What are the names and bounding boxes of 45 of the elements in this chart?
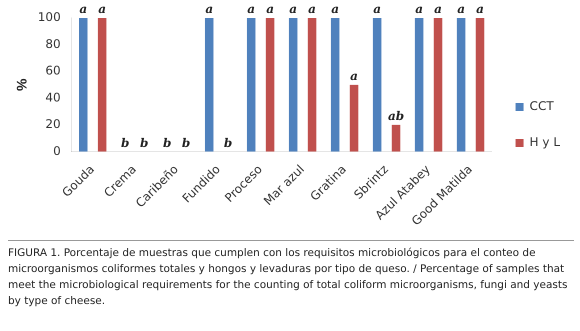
data-label: a — [79, 2, 88, 16]
data-label: a — [373, 2, 382, 16]
data-label: a — [476, 2, 484, 16]
y-axis-title: % — [13, 78, 30, 92]
bar — [79, 18, 88, 152]
data-label: a — [247, 2, 256, 16]
bar — [288, 18, 298, 152]
data-label: a — [289, 2, 298, 16]
bar — [98, 18, 106, 152]
data-label: b — [182, 136, 190, 150]
bar — [266, 18, 274, 152]
y-tick-label: 20 — [45, 117, 61, 132]
data-label: a — [457, 2, 466, 16]
data-label: b — [163, 136, 172, 150]
bar — [350, 84, 358, 152]
data-label: b — [140, 136, 148, 150]
bar — [434, 18, 442, 152]
data-label: ab — [388, 109, 404, 124]
y-tick-label: 60 — [45, 64, 61, 78]
y-tick-label: 100 — [38, 10, 61, 24]
text: FIGURA 1. Porcentaje de muestras que cumplen con los requisitos microbiológicos para el conteo de microorganismos coliformes totales y hongos y levaduras por tipo de queso. / Percentage of samples that meet the microbiological requirements for the counting of total coliform microorganisms, fungi and yeasts by type of cheese. — [8, 246, 568, 309]
y-tick-label: 80 — [45, 36, 61, 51]
data-label: a — [308, 2, 316, 16]
bar — [330, 18, 340, 152]
data-label: a — [415, 2, 424, 16]
data-label: a — [434, 2, 442, 16]
data-label: a — [331, 2, 340, 16]
data-label: a — [205, 2, 214, 16]
data-label: a — [350, 68, 358, 83]
bar — [392, 124, 400, 152]
bar — [246, 18, 256, 152]
y-tick-label: 0 — [53, 144, 61, 158]
bar — [204, 18, 214, 152]
bar — [308, 18, 316, 152]
legend-label: CCT — [530, 99, 554, 114]
data-label: b — [121, 136, 130, 150]
data-label: b — [224, 136, 232, 150]
legend-label: H y L — [530, 135, 560, 150]
data-label: a — [266, 2, 274, 16]
bar — [456, 18, 466, 152]
bar — [414, 18, 424, 152]
y-tick-label: 40 — [45, 90, 61, 104]
bar — [476, 18, 484, 152]
bar — [372, 18, 382, 152]
data-label: a — [98, 2, 106, 16]
